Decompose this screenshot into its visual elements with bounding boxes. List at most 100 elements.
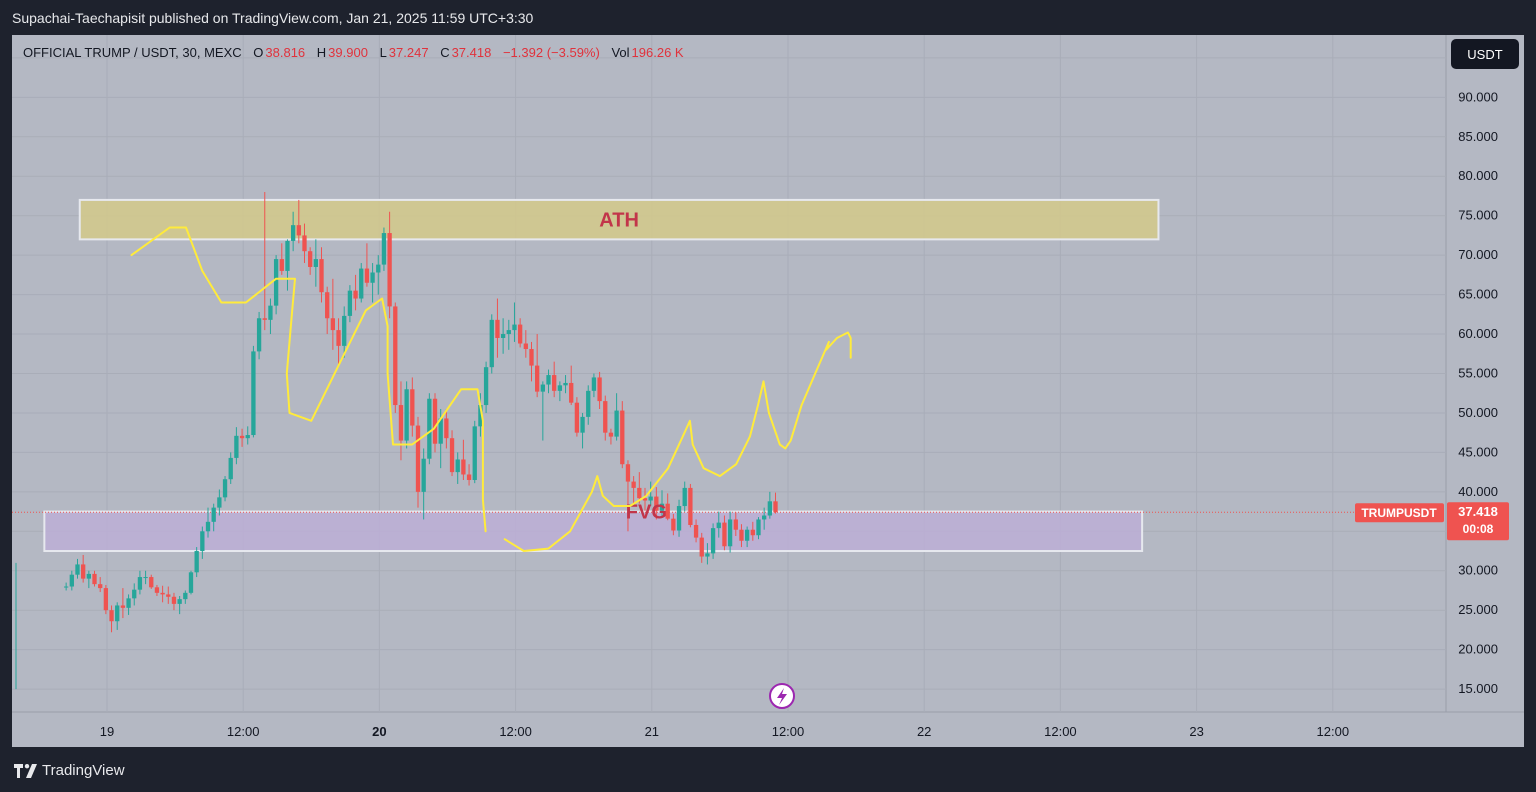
x-tick-label: 21 <box>645 724 659 739</box>
candle-body <box>642 498 648 501</box>
y-tick-label: 15.000 <box>1458 681 1498 696</box>
candle-body <box>455 459 460 473</box>
candle-body <box>149 577 154 588</box>
candle-body <box>285 240 290 271</box>
candle-body <box>552 375 557 391</box>
candle-body <box>342 315 347 346</box>
candle-body <box>359 268 364 299</box>
candle-body <box>591 377 597 391</box>
candle-body <box>234 435 239 458</box>
candle-body <box>693 524 699 538</box>
y-tick-label: 30.000 <box>1458 563 1498 578</box>
candle-body <box>268 305 273 320</box>
candle-body <box>103 588 109 611</box>
bar-countdown: 00:08 <box>1463 522 1494 536</box>
candle-body <box>347 290 353 316</box>
candle-body <box>603 401 608 433</box>
candle-body <box>325 292 330 319</box>
lightning-icon <box>777 688 787 705</box>
candle-body <box>313 259 318 267</box>
candle-body <box>529 349 534 366</box>
x-tick-label: 12:00 <box>499 724 532 739</box>
candle-body <box>716 522 721 529</box>
candle-body <box>722 522 727 547</box>
candle-body <box>137 577 143 590</box>
currency-button[interactable]: USDT <box>1451 39 1519 69</box>
candle-body <box>245 435 250 439</box>
y-tick-label: 70.000 <box>1458 247 1498 262</box>
price-projection-drawing <box>130 226 852 552</box>
change-value: −1.392 (−3.59%) <box>502 45 600 60</box>
price-chart[interactable]: 15.00020.00025.00030.00035.00040.00045.0… <box>12 35 1524 747</box>
candle-body <box>517 324 523 344</box>
candle-body <box>614 410 619 437</box>
candle-body <box>109 610 114 622</box>
symbol-price-tag <box>1355 503 1444 523</box>
candle-body <box>637 487 642 499</box>
candle-body <box>461 459 466 475</box>
candle-body <box>478 405 483 427</box>
candle-body <box>688 487 693 525</box>
candle-body <box>200 531 205 552</box>
y-tick-label: 25.000 <box>1458 602 1498 617</box>
candle-body <box>699 537 704 557</box>
zone-label-fvg: FVG <box>626 502 667 524</box>
candle-body <box>166 594 171 597</box>
volume-value: 196.26 K <box>631 45 684 60</box>
y-tick-label: 40.000 <box>1458 484 1498 499</box>
open-label: O <box>253 45 264 60</box>
candle-body <box>506 330 511 335</box>
candle-body <box>217 497 222 508</box>
candle-body <box>171 596 177 604</box>
candle-body <box>580 416 585 433</box>
tradingview-logo[interactable]: TradingView <box>14 762 125 779</box>
candle-body <box>625 464 631 482</box>
candle-body <box>489 319 494 368</box>
candle-body <box>705 553 710 557</box>
symbol-legend: OFFICIAL TRUMP / USDT, 30, MEXC O 38.816 … <box>23 45 686 60</box>
symbol-name[interactable]: OFFICIAL TRUMP / USDT, 30, MEXC <box>23 45 242 60</box>
candle-body <box>682 487 687 507</box>
candle-body <box>75 564 80 575</box>
candle-body <box>438 418 443 444</box>
candle-body <box>620 410 625 465</box>
y-tick-label: 65.000 <box>1458 287 1498 302</box>
candle-body <box>183 592 188 600</box>
candle-body <box>120 605 126 608</box>
candle-body <box>256 318 262 352</box>
candle-body <box>279 259 284 271</box>
x-tick-label: 20 <box>372 724 386 739</box>
tradingview-icon <box>14 763 37 778</box>
candle-body <box>744 529 750 541</box>
candle-body <box>648 496 653 501</box>
candle-body <box>228 457 233 480</box>
candle-body <box>370 272 375 283</box>
y-tick-label: 75.000 <box>1458 208 1498 223</box>
candle-body <box>574 402 580 433</box>
candle-body <box>739 529 744 541</box>
candle-body <box>421 458 426 492</box>
candle-body <box>205 521 211 532</box>
y-tick-label: 55.000 <box>1458 365 1498 380</box>
candle-body <box>132 589 137 599</box>
candle-body <box>393 306 398 406</box>
candle-body <box>222 479 228 498</box>
candle-body <box>500 334 506 338</box>
candle-body <box>160 592 165 595</box>
tradingview-brand: TradingView <box>42 762 125 779</box>
candle-body <box>427 398 432 459</box>
candle-body <box>177 599 182 604</box>
candle-body <box>364 268 370 283</box>
chart-pane[interactable]: 15.00020.00025.00030.00035.00040.00045.0… <box>12 35 1524 747</box>
candle-body <box>727 519 733 547</box>
candle-body <box>154 587 160 593</box>
candle-body <box>143 577 148 579</box>
candle-body <box>483 367 489 406</box>
candle-body <box>597 377 602 402</box>
candle-body <box>586 390 591 417</box>
y-tick-label: 80.000 <box>1458 168 1498 183</box>
candle-body <box>81 564 86 579</box>
high-value: 39.900 <box>328 45 368 60</box>
candle-body <box>92 573 97 585</box>
candle-body <box>98 584 103 589</box>
